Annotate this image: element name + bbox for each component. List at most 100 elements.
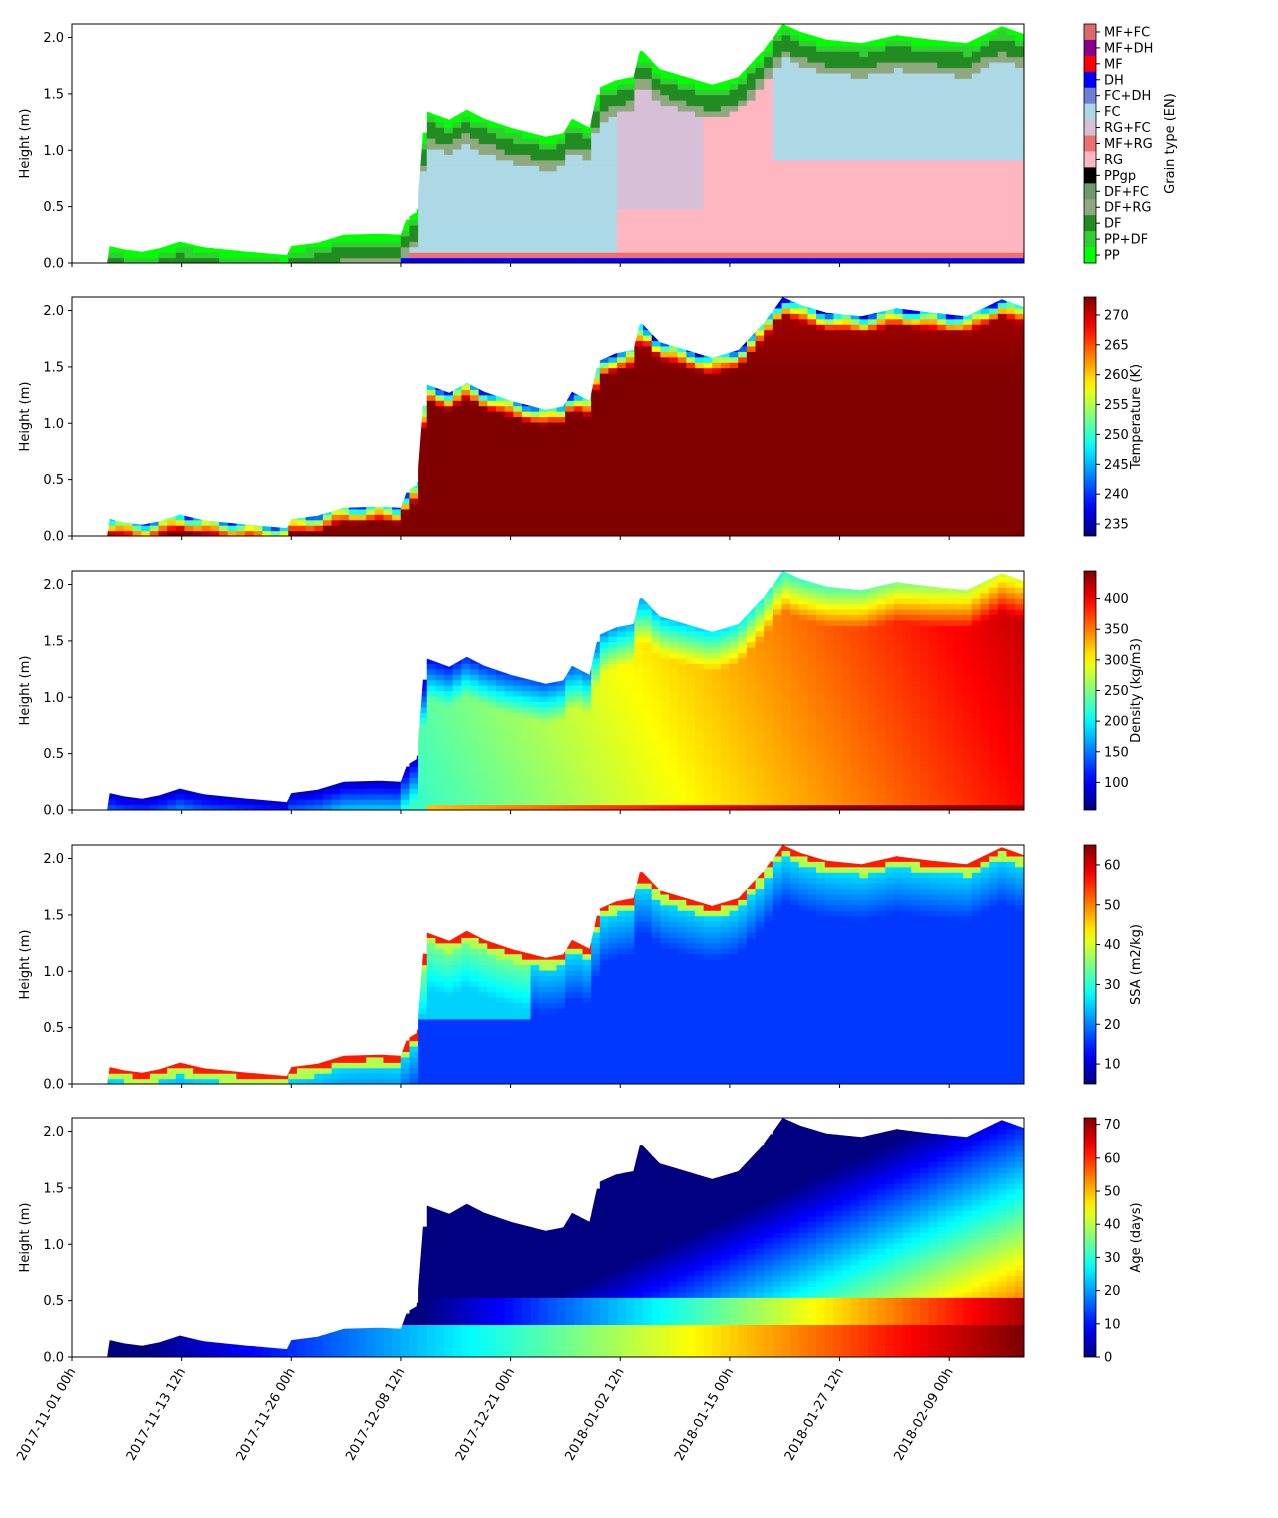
heatmap-cell [859, 94, 869, 101]
heatmap-cell [504, 132, 514, 139]
heatmap-cell [911, 45, 921, 52]
heatmap-cell [660, 181, 670, 188]
heatmap-cell [842, 45, 852, 52]
heatmap-cell [772, 438, 783, 445]
heatmap-cell [824, 454, 835, 461]
heatmap-cell [738, 176, 748, 183]
heatmap-cell [322, 257, 333, 263]
heatmap-cell [340, 514, 350, 521]
heatmap-cell [643, 170, 653, 177]
heatmap-cell [989, 143, 999, 150]
heatmap-cell [1015, 132, 1024, 139]
heatmap-cell [807, 170, 817, 177]
heatmap-cell [772, 313, 783, 320]
heatmap-cell [643, 138, 653, 145]
heatmap-cell [945, 230, 956, 237]
heatmap-cell [461, 432, 471, 439]
heatmap-cell [461, 197, 471, 204]
heatmap-cell [418, 487, 428, 494]
heatmap-cell [755, 481, 765, 488]
heatmap-cell [720, 246, 731, 253]
heatmap-cell [651, 94, 661, 101]
heatmap-cell [738, 514, 748, 521]
heatmap-cell [902, 313, 912, 320]
heatmap-cell [850, 121, 860, 128]
heatmap-cell [945, 224, 956, 232]
heatmap-cell [418, 214, 428, 221]
heatmap-cell [781, 438, 791, 445]
heatmap-cell [219, 246, 229, 253]
heatmap-cell [444, 224, 454, 232]
heatmap-cell [790, 83, 800, 90]
heatmap-cell [790, 481, 800, 488]
heatmap-cell [833, 252, 843, 259]
heatmap-cell [461, 257, 471, 263]
heatmap-cell [902, 432, 912, 439]
heatmap-cell [928, 252, 938, 259]
heatmap-cell [651, 432, 661, 439]
heatmap-cell [470, 411, 480, 418]
heatmap-cell [764, 186, 774, 193]
heatmap-cell [651, 197, 661, 204]
heatmap-cell [798, 192, 809, 199]
heatmap-cell [911, 503, 921, 510]
heatmap-cell [634, 72, 644, 79]
heatmap-cell [539, 203, 549, 210]
heatmap-cell [755, 235, 765, 242]
heatmap-cell [677, 481, 687, 488]
heatmap-cell [1006, 89, 1016, 96]
heatmap-cell [989, 127, 999, 134]
heatmap-cell [712, 405, 722, 412]
heatmap-cell [911, 257, 921, 263]
heatmap-cell [253, 257, 263, 263]
heatmap-cell [781, 503, 791, 510]
heatmap-cell [591, 154, 601, 161]
heatmap-cell [504, 246, 514, 253]
heatmap-cell [591, 508, 601, 515]
heatmap-cell [495, 443, 506, 450]
heatmap-cell [928, 443, 938, 450]
heatmap-cell [556, 481, 566, 488]
heatmap-cell [876, 78, 886, 85]
heatmap-cell [781, 121, 791, 128]
heatmap-cell [876, 416, 886, 423]
heatmap-cell [859, 356, 869, 363]
heatmap-cell [703, 432, 713, 439]
heatmap-cell [790, 224, 800, 232]
heatmap-cell [634, 148, 644, 155]
heatmap-cell [625, 405, 635, 412]
heatmap-cell [824, 121, 835, 128]
heatmap-cell [660, 411, 670, 418]
heatmap-cell [885, 72, 895, 79]
heatmap-cell [816, 56, 826, 63]
heatmap-cell [461, 208, 471, 215]
heatmap-cell [556, 476, 566, 483]
heatmap-cell [850, 56, 860, 63]
heatmap-cell [703, 127, 713, 134]
heatmap-cell [634, 51, 644, 58]
heatmap-cell [876, 438, 886, 445]
heatmap-cell [167, 241, 177, 248]
heatmap-cell [746, 449, 757, 456]
heatmap-cell [876, 62, 886, 69]
heatmap-cell [599, 432, 610, 439]
heatmap-cell [495, 121, 506, 128]
heatmap-cell [487, 465, 497, 472]
heatmap-cell [1015, 219, 1024, 226]
heatmap-cell [461, 400, 471, 407]
heatmap-cell [781, 208, 791, 215]
heatmap-cell [547, 176, 558, 183]
heatmap-cell [470, 203, 480, 210]
heatmap-cell [305, 514, 315, 521]
heatmap-cell [539, 192, 549, 199]
heatmap-cell [833, 313, 843, 320]
heatmap-cell [833, 230, 843, 237]
heatmap-cell [1015, 110, 1024, 117]
heatmap-cell [357, 525, 367, 532]
heatmap-cell [772, 335, 783, 342]
heatmap-cell [712, 235, 722, 242]
heatmap-cell [669, 67, 679, 74]
heatmap-cell [660, 67, 670, 74]
heatmap-cell [617, 416, 627, 423]
heatmap-cell [669, 176, 679, 183]
